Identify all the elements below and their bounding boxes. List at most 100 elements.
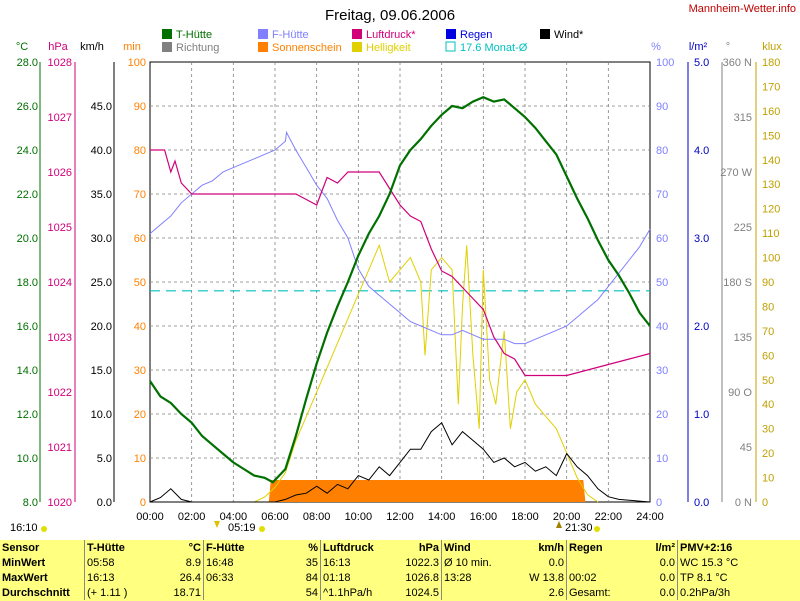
klux-tick-label: 30 [762,424,774,436]
cell: 16:13 [84,570,151,585]
pct-unit: % [651,41,661,53]
klux-tick-label: 110 [762,228,780,240]
series-line-thtte [149,96,651,484]
sunset-marker: 21:30 [565,522,593,534]
klux-tick-label: 70 [762,326,774,338]
cell: 54 [305,586,318,599]
press-unit: hPa [48,41,68,53]
x-tick-label: 04:00 [220,511,248,523]
pct-tick-label: 90 [656,101,668,113]
x-tick-label: 06:00 [261,511,289,523]
temp-tick-label: 28.0 [17,57,38,69]
wind-tick-label: 20.0 [91,321,112,333]
table-row: MinWert 05:58 8.9 16:48 35 16:13 1022.3 … [0,555,800,570]
klux-tick-label: 40 [762,399,774,411]
cell: ^1.1hPa/h [320,585,387,600]
x-tick-label: 00:00 [136,511,164,523]
series-line-luftdruck [150,149,651,377]
dir-tick-label: 360 N [723,57,752,69]
cell [203,585,270,600]
klux-tick-label: 80 [762,301,774,313]
cell: 1024.5 [405,586,439,599]
dir-tick-label: 270 W [720,167,752,179]
cell: TP 8.1 °C [677,570,800,585]
press-tick-label: 1021 [48,442,72,454]
press-tick-label: 1020 [48,497,72,509]
cell: 84 [305,571,318,584]
cell: 0.0 [659,586,675,599]
wind-unit: km/h [80,41,104,53]
klux-tick-label: 20 [762,448,774,460]
wind-tick-label: 35.0 [91,189,112,201]
legend-label: F-Hütte [272,29,309,41]
temp-tick-label: 14.0 [17,365,38,377]
dir-tick-label: 90 O [728,387,752,399]
series-line-wind [149,421,651,503]
table-row: Durchschnitt (+ 1.11 ) 18.71 54 ^1.1hPa/… [0,585,800,600]
klux-unit: klux [762,41,782,53]
cell: 00:02 [566,570,631,585]
legend-swatch [162,42,172,52]
cell [566,555,631,570]
col-w-unit: km/h [538,541,564,554]
series-line-fhtte [149,130,651,345]
col-pmv: PMV+2:16 [677,540,800,555]
legend-swatch [446,29,456,39]
min-tick-label: 70 [134,189,146,201]
dir-tick-label: 225 [734,222,752,234]
cell: 1026.8 [405,571,439,584]
temp-unit: °C [16,41,28,53]
cell: 35 [305,556,318,569]
klux-tick-label: 0 [762,497,768,509]
legend-label: Sonnenschein [272,42,342,54]
temp-tick-label: 20.0 [17,233,38,245]
sunrise-icon [214,521,220,528]
row-label: MinWert [2,556,46,569]
dir-tick-label: 180 S [723,277,752,289]
cell: 18.71 [173,586,201,599]
wind-tick-label: 30.0 [91,233,112,245]
cell: 05:58 [84,555,151,570]
cell: 1022.3 [405,556,439,569]
cell: 0.0 [548,556,564,569]
col-sensor: Sensor [2,541,40,554]
temp-tick-label: 26.0 [17,101,38,113]
pct-tick-label: 20 [656,409,668,421]
cell: Ø 10 min. [441,555,506,570]
legend-label: Helligkeit [366,42,411,54]
series-line-helligkeit [253,243,599,503]
klux-tick-label: 10 [762,473,774,485]
dir-unit: ° [726,41,730,53]
legend-swatch [540,29,550,39]
cell: W 13.8 [529,571,564,584]
klux-tick-label: 50 [762,375,774,387]
temp-tick-label: 16.0 [17,321,38,333]
min-tick-label: 30 [134,365,146,377]
temp-tick-label: 18.0 [17,277,38,289]
row-label: Durchschnitt [2,586,70,599]
legend-swatch [162,29,172,39]
klux-tick-label: 170 [762,81,780,93]
cell [441,585,506,600]
temp-tick-label: 24.0 [17,145,38,157]
legend-swatch [445,41,456,52]
chart-title: Freitag, 09.06.2006 [325,7,455,24]
site-label[interactable]: Mannheim-Wetter.info [689,3,796,15]
klux-tick-label: 150 [762,130,780,142]
cell: 01:18 [320,570,387,585]
legend: T-Hütte F-Hütte Luftdruck* Regen Wind* Richtu… [162,29,584,54]
legend-label: 17.6 Monat-Ø [460,42,528,54]
min-tick-label: 20 [134,409,146,421]
wind-tick-label: 15.0 [91,365,112,377]
min-tick-label: 10 [134,453,146,465]
legend-label: Richtung [176,42,219,54]
cell: 8.9 [185,556,201,569]
table-row: MaxWert 16:13 26.4 06:33 84 01:18 1026.8… [0,570,800,585]
wind-tick-label: 0.0 [97,497,112,509]
min-tick-label: 80 [134,145,146,157]
series [149,96,651,503]
klux-tick-label: 130 [762,179,780,191]
col-wind: Wind [441,540,506,555]
press-tick-label: 1025 [48,222,72,234]
col-f-unit: % [308,541,318,554]
